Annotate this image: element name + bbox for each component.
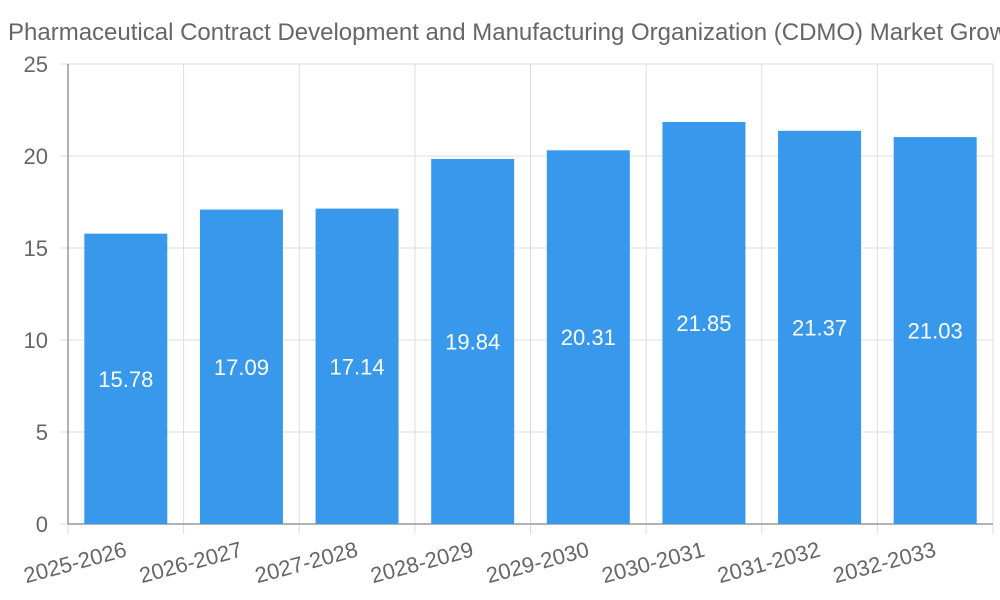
bars-layer (84, 121, 977, 525)
labels-layer: 15.78 17.09 17.14 19.84 20.31 21.85 21.37 21.03 (98, 311, 962, 392)
bar (84, 233, 168, 524)
y-tick-label: 5 (36, 420, 48, 445)
bar (199, 209, 283, 524)
bar (893, 137, 977, 524)
bar-value-label: 15.78 (98, 367, 153, 392)
bar-value-label: 17.09 (214, 355, 269, 380)
bar-value-label: 21.37 (792, 315, 847, 340)
bar-value-label: 20.31 (561, 325, 616, 350)
bar-value-label: 17.14 (330, 354, 385, 379)
y-tick-label: 20 (24, 144, 48, 169)
bar (546, 150, 630, 524)
x-tick-label: 2025-2026 (21, 537, 129, 588)
x-tick-label: 2027-2028 (252, 537, 360, 588)
bar-value-label: 21.03 (908, 319, 963, 344)
x-tick-label: 2026-2027 (137, 537, 245, 588)
bar-value-label: 19.84 (445, 329, 500, 354)
y-tick-label: 25 (24, 52, 48, 77)
bar (431, 158, 515, 524)
bar-value-label: 21.85 (676, 311, 731, 336)
chart-title: Pharmaceutical Contract Development and … (8, 19, 1000, 46)
x-tick-label: 2032-2033 (830, 537, 938, 588)
y-tick-label: 0 (36, 512, 48, 537)
x-tick-label: 2029-2030 (484, 537, 592, 588)
x-tick-label: 2030-2031 (599, 537, 707, 588)
bar (662, 121, 746, 525)
bar (778, 130, 862, 525)
bar (315, 208, 399, 524)
x-tick-label: 2031-2032 (715, 537, 823, 588)
x-tick-label: 2028-2029 (368, 537, 476, 588)
y-tick-label: 15 (24, 236, 48, 261)
y-tick-label: 10 (24, 328, 48, 353)
